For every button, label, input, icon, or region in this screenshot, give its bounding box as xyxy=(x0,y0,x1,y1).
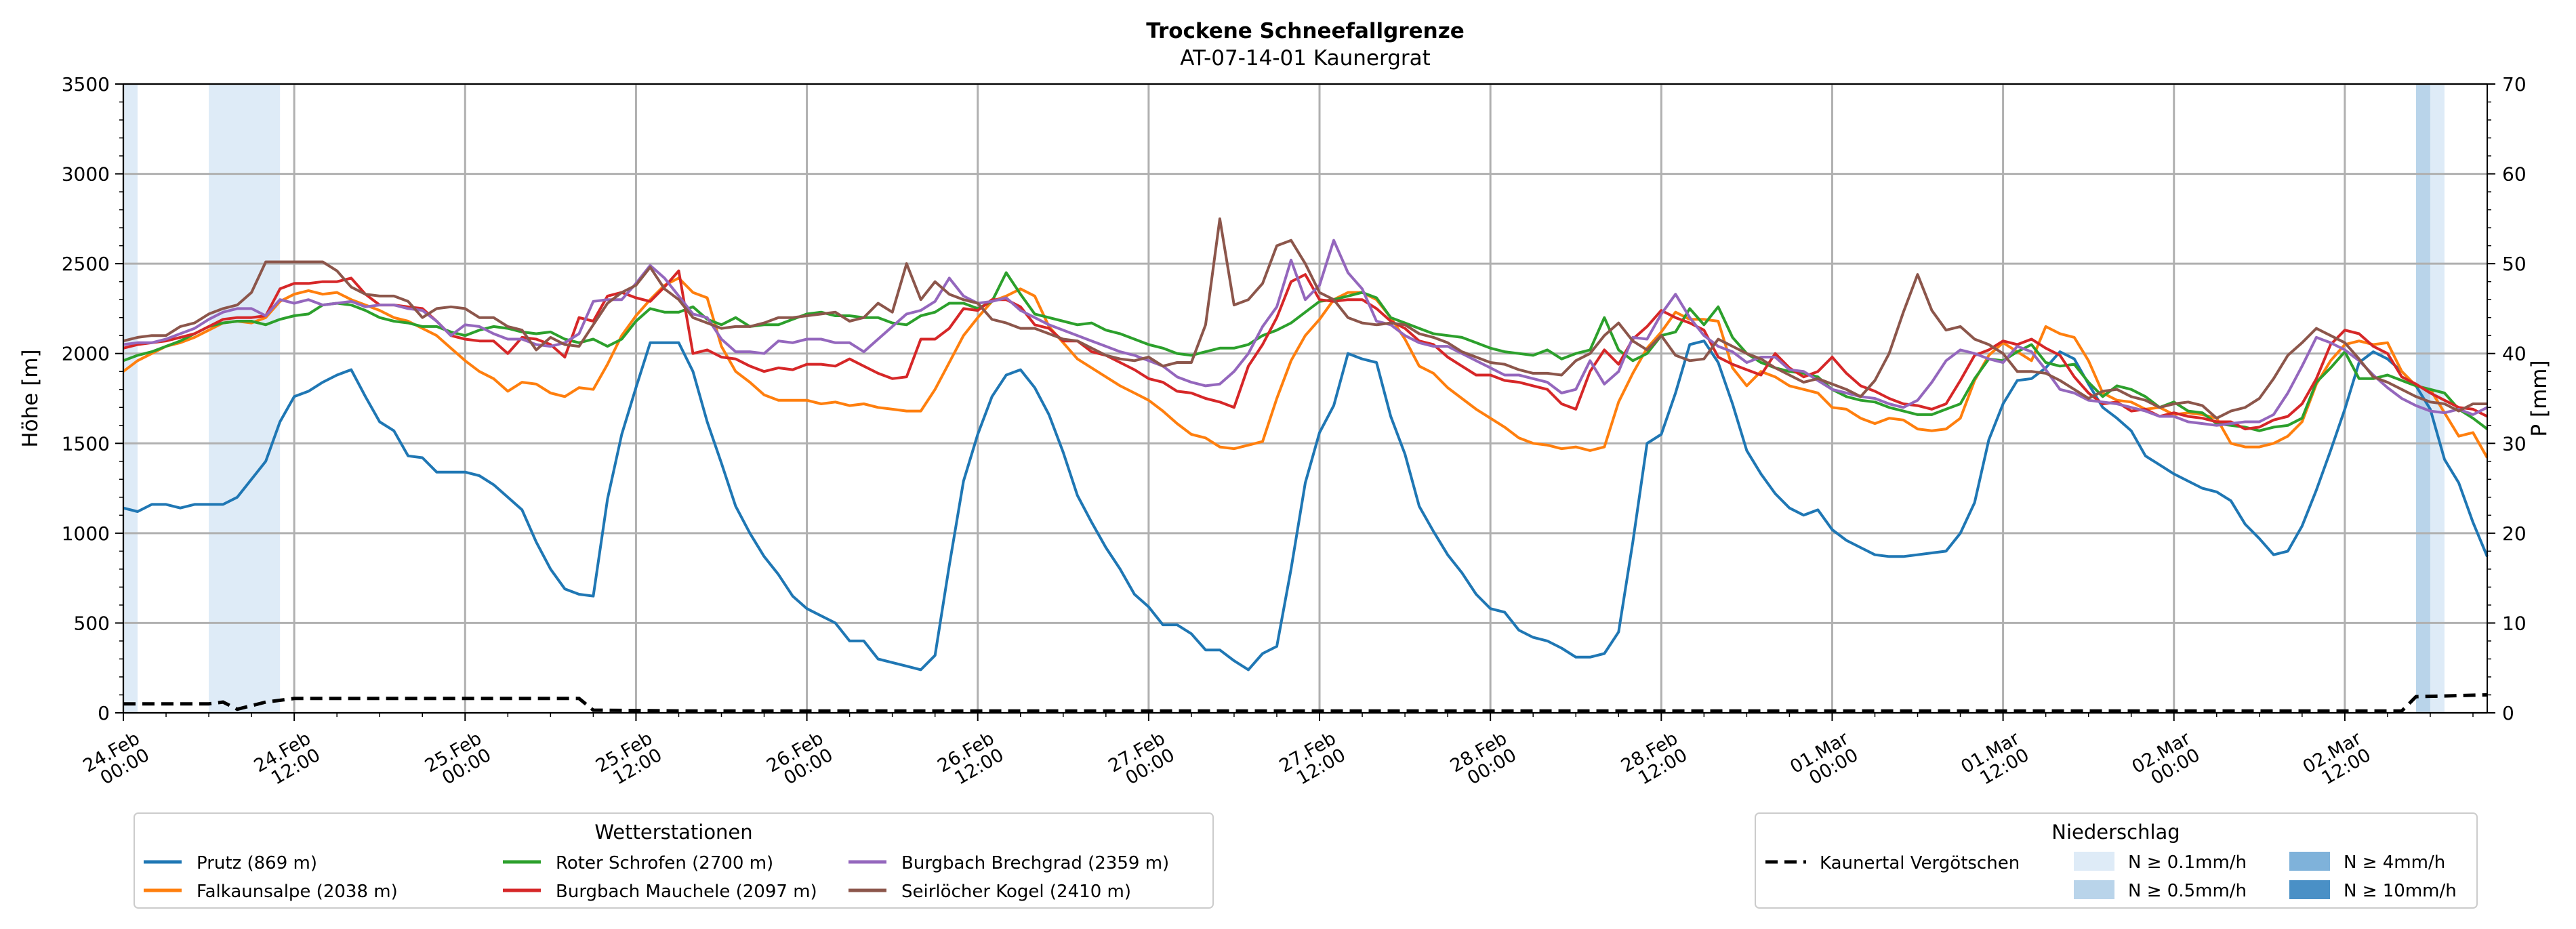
legend-label: Roter Schrofen (2700 m) xyxy=(556,853,773,873)
station-series xyxy=(122,217,2489,672)
series-line xyxy=(123,239,2488,427)
x-tick-label: 01.Mar00:00 xyxy=(1786,728,1862,795)
y-tick-label-left: 2500 xyxy=(62,253,110,275)
x-tick-label: 02.Mar12:00 xyxy=(2299,728,2375,795)
y-axis-left-label: Höhe [m] xyxy=(18,349,43,447)
precip-shade-band xyxy=(209,84,281,713)
x-tick-label: 28.Feb12:00 xyxy=(1618,728,1691,793)
y-tick-label-left: 0 xyxy=(98,702,110,724)
x-tick-label: 24.Feb00:00 xyxy=(80,728,153,793)
x-tick-label: 01.Mar12:00 xyxy=(1957,728,2033,795)
precip-level-swatch xyxy=(2289,880,2330,899)
y-tick-label-left: 3500 xyxy=(62,73,110,96)
chart-subtitle: AT-07-14-01 Kaunergrat xyxy=(1180,46,1431,70)
x-tick-label: 28.Feb00:00 xyxy=(1447,728,1520,793)
legend-label: Falkaunsalpe (2038 m) xyxy=(197,882,398,902)
series-line xyxy=(123,271,2489,432)
y-tick-label-right: 20 xyxy=(2502,522,2527,545)
y-tick-label-right: 70 xyxy=(2502,73,2527,96)
precip-legend: Niederschlag Kaunertal Vergötschen N ≥ 0… xyxy=(1755,812,2478,909)
y-tick-label-right: 0 xyxy=(2502,702,2514,724)
chart-title: Trockene Schneefallgrenze xyxy=(1146,19,1465,43)
y-tick-label-right: 50 xyxy=(2502,253,2527,275)
precip-shade-band xyxy=(2430,84,2445,713)
precipitation-line xyxy=(123,693,2488,713)
axes: 24.Feb00:00 24.Feb12:00 25.Feb00:00 25.Feb1… xyxy=(62,73,2527,795)
station-legend: Wetterstationen Prutz (869 m) Falkaunsalp… xyxy=(134,812,1214,909)
precip-level-swatch xyxy=(2074,880,2114,899)
x-tick-label: 26.Feb00:00 xyxy=(763,728,836,793)
precip-level-label: N ≥ 10mm/h xyxy=(2344,881,2457,901)
series-line xyxy=(123,217,2487,420)
x-tick-label: 25.Feb00:00 xyxy=(422,728,495,793)
series-line xyxy=(123,339,2489,672)
precip-level-swatch xyxy=(2074,852,2114,871)
x-tick-label: 27.Feb00:00 xyxy=(1105,728,1178,793)
precip-level-label: N ≥ 4mm/h xyxy=(2344,852,2445,873)
y-tick-label-left: 1000 xyxy=(62,522,110,545)
plot-frame xyxy=(123,83,2488,714)
precip-legend-title: Niederschlag xyxy=(2051,821,2180,844)
precip-level-label: N ≥ 0.1mm/h xyxy=(2128,852,2247,873)
y-tick-label-right: 30 xyxy=(2502,432,2527,455)
y-tick-label-right: 60 xyxy=(2502,163,2527,186)
y-axis-right-label: P [mm] xyxy=(2527,360,2552,436)
y-tick-label-left: 1500 xyxy=(62,432,110,455)
grid xyxy=(122,83,2487,714)
series-line xyxy=(122,276,2489,459)
y-tick-label-right: 40 xyxy=(2502,343,2527,365)
series-line xyxy=(123,269,2488,431)
legend-label: Seirlöcher Kogel (2410 m) xyxy=(901,882,1131,902)
legend-label: Burgbach Mauchele (2097 m) xyxy=(556,882,817,902)
x-tick-label: 26.Feb12:00 xyxy=(934,728,1007,793)
precip-level-label: N ≥ 0.5mm/h xyxy=(2128,881,2247,901)
station-legend-frame xyxy=(134,812,1214,909)
station-legend-title: Wetterstationen xyxy=(594,821,752,844)
x-tick-label: 25.Feb12:00 xyxy=(592,728,666,793)
y-tick-label-left: 500 xyxy=(74,612,110,634)
y-tick-label-left: 2000 xyxy=(62,343,110,365)
precip-legend-line-label: Kaunertal Vergötschen xyxy=(1820,853,2020,873)
legend-label: Prutz (869 m) xyxy=(197,853,317,873)
legend-label: Burgbach Brechgrad (2359 m) xyxy=(901,853,1169,873)
x-tick-label: 24.Feb12:00 xyxy=(251,728,324,793)
y-tick-label-left: 3000 xyxy=(62,163,110,186)
x-tick-label: 02.Mar00:00 xyxy=(2129,728,2205,795)
y-tick-label-right: 10 xyxy=(2502,612,2527,634)
x-tick-label: 27.Feb12:00 xyxy=(1276,728,1349,793)
precipitation-shading xyxy=(123,84,2445,713)
precip-shade-band xyxy=(123,84,138,713)
precip-level-swatch xyxy=(2289,852,2330,871)
